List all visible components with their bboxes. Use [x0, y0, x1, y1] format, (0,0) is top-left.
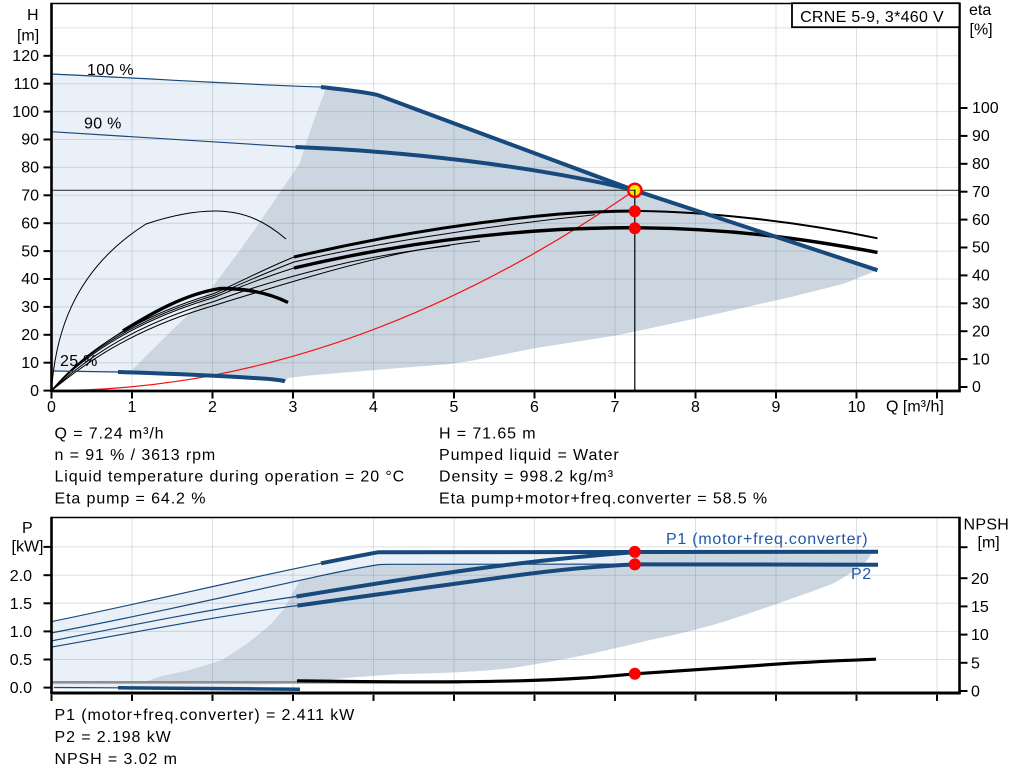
- svg-text:H: H: [27, 7, 39, 24]
- svg-text:9: 9: [772, 399, 781, 416]
- svg-text:P2: P2: [851, 566, 872, 583]
- svg-text:70: 70: [972, 184, 990, 201]
- svg-text:2: 2: [208, 399, 217, 416]
- svg-text:1.5: 1.5: [10, 596, 32, 613]
- svg-text:[m]: [m]: [17, 28, 39, 45]
- svg-text:NPSH: NPSH: [964, 517, 1010, 534]
- svg-text:[kW]: [kW]: [12, 539, 44, 556]
- svg-text:80: 80: [972, 156, 990, 173]
- svg-text:4: 4: [369, 399, 378, 416]
- svg-text:40: 40: [21, 271, 39, 288]
- svg-text:20: 20: [21, 327, 39, 344]
- svg-text:50: 50: [972, 240, 990, 257]
- svg-text:110: 110: [13, 76, 39, 93]
- svg-text:P1 (motor+freq.converter): P1 (motor+freq.converter): [666, 531, 868, 548]
- svg-text:NPSH = 3.02 m: NPSH = 3.02 m: [55, 751, 178, 768]
- svg-text:P1 (motor+freq.converter) = 2.: P1 (motor+freq.converter) = 2.411 kW: [55, 707, 356, 724]
- svg-text:30: 30: [21, 299, 39, 316]
- svg-text:3: 3: [289, 399, 298, 416]
- svg-text:90: 90: [972, 128, 990, 145]
- svg-text:Density = 998.2 kg/m³: Density = 998.2 kg/m³: [439, 469, 614, 486]
- svg-text:40: 40: [972, 268, 990, 285]
- svg-text:0: 0: [972, 379, 981, 396]
- svg-text:10: 10: [848, 399, 866, 416]
- svg-text:120: 120: [12, 48, 39, 65]
- svg-text:Q [m³/h]: Q [m³/h]: [886, 399, 944, 416]
- svg-text:Pumped liquid = Water: Pumped liquid = Water: [439, 447, 620, 464]
- svg-text:1: 1: [128, 399, 137, 416]
- svg-text:20: 20: [972, 323, 990, 340]
- svg-text:0.0: 0.0: [10, 680, 32, 697]
- svg-text:100 %: 100 %: [87, 62, 134, 79]
- svg-text:0: 0: [30, 383, 39, 400]
- svg-text:1.0: 1.0: [10, 624, 32, 641]
- svg-text:0.5: 0.5: [10, 652, 32, 669]
- svg-text:100: 100: [12, 104, 39, 121]
- svg-text:Eta pump = 64.2 %: Eta pump = 64.2 %: [55, 490, 207, 507]
- svg-text:Liquid temperature during oper: Liquid temperature during operation = 20…: [55, 469, 406, 486]
- svg-text:P: P: [22, 520, 33, 537]
- svg-text:7: 7: [611, 399, 620, 416]
- svg-text:25 %: 25 %: [60, 353, 98, 370]
- svg-text:20: 20: [971, 571, 989, 588]
- svg-text:100: 100: [972, 100, 999, 117]
- svg-text:10: 10: [21, 355, 39, 372]
- svg-text:5: 5: [971, 655, 980, 672]
- svg-text:70: 70: [21, 188, 39, 205]
- svg-text:80: 80: [21, 160, 39, 177]
- svg-text:90 %: 90 %: [84, 116, 122, 133]
- svg-text:10: 10: [971, 627, 989, 644]
- svg-text:15: 15: [971, 599, 989, 616]
- svg-text:n = 91 % / 3613 rpm: n = 91 % / 3613 rpm: [55, 447, 217, 464]
- svg-text:H = 71.65 m: H = 71.65 m: [439, 425, 537, 442]
- svg-text:50: 50: [21, 243, 39, 260]
- svg-text:30: 30: [972, 296, 990, 313]
- svg-text:[%]: [%]: [970, 22, 993, 39]
- svg-text:5: 5: [450, 399, 459, 416]
- svg-text:60: 60: [972, 212, 990, 229]
- svg-text:P2 = 2.198 kW: P2 = 2.198 kW: [55, 729, 172, 746]
- svg-text:Q = 7.24 m³/h: Q = 7.24 m³/h: [55, 425, 165, 442]
- svg-text:[m]: [m]: [978, 535, 1000, 552]
- svg-text:eta: eta: [969, 2, 991, 19]
- svg-text:10: 10: [972, 351, 990, 368]
- svg-text:8: 8: [691, 399, 700, 416]
- svg-text:90: 90: [21, 132, 39, 149]
- svg-text:6: 6: [530, 399, 539, 416]
- svg-text:CRNE 5-9, 3*460 V: CRNE 5-9, 3*460 V: [800, 9, 944, 26]
- svg-text:Eta pump+motor+freq.converter: Eta pump+motor+freq.converter = 58.5 %: [439, 490, 768, 507]
- svg-text:60: 60: [21, 215, 39, 232]
- svg-text:0: 0: [47, 399, 56, 416]
- svg-text:0: 0: [971, 684, 980, 701]
- svg-text:2.0: 2.0: [10, 568, 32, 585]
